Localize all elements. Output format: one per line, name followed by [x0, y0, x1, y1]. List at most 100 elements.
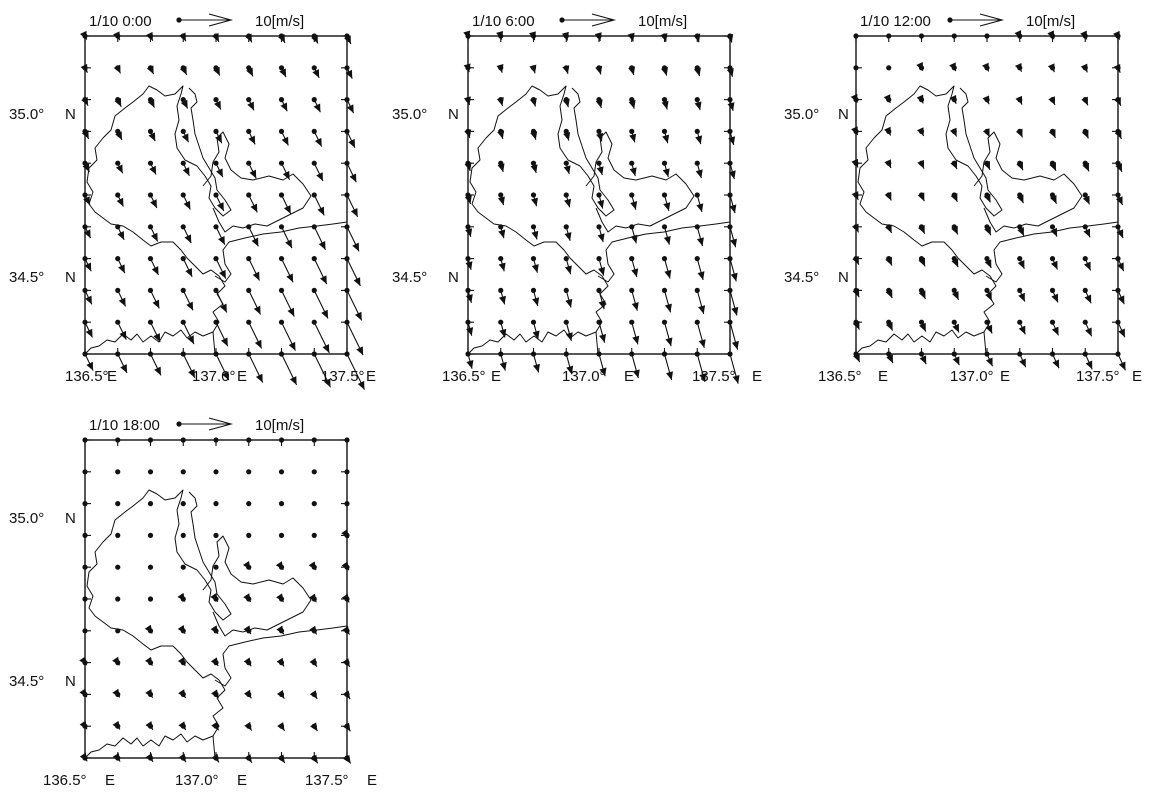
- wind-vector-head: [664, 303, 672, 313]
- vector-origin-dot: [147, 596, 154, 602]
- wind-vector-head: [985, 324, 993, 334]
- wind-vector-head: [117, 231, 125, 240]
- wind-vector-head: [883, 94, 891, 104]
- latitude-axis: 35.0° N 34.5° N: [9, 510, 76, 690]
- lat-tick-label-34-5: 34.5°: [9, 269, 44, 286]
- lat-tick-label-35: 35.0°: [392, 106, 427, 123]
- wind-vector-head: [916, 62, 923, 71]
- lat-hemi-label-34-5: N: [65, 673, 76, 690]
- vector-origin-dot: [694, 224, 700, 230]
- wind-vector-head: [696, 203, 704, 213]
- wind-vector-head: [152, 299, 160, 309]
- wind-vector-head: [1051, 293, 1058, 303]
- wind-vector-head: [212, 33, 219, 42]
- wind-vector-head: [952, 323, 959, 333]
- wind-vector-head: [153, 333, 161, 342]
- wind-vector-head: [1113, 30, 1120, 40]
- wind-vector-head: [150, 199, 157, 209]
- wind-panel-1200: 1/10 12:00 10[m/s] 35.0° N 34.5° N 136.5…: [784, 13, 1142, 385]
- lat-tick-label-35: 35.0°: [784, 106, 819, 123]
- vector-origin-dot: [727, 128, 733, 134]
- wind-vector-head: [695, 169, 703, 179]
- wind-vector-head: [83, 196, 90, 206]
- vector-origin-dot: [278, 128, 285, 134]
- lat-tick-label-34-5: 34.5°: [9, 673, 44, 690]
- wind-vector-head: [246, 67, 253, 77]
- wind-vector-head: [885, 289, 893, 299]
- wind-vector-head: [952, 356, 960, 366]
- wind-vector-head: [628, 66, 636, 76]
- wind-vector-head: [177, 625, 186, 634]
- wind-vector-head: [323, 378, 331, 388]
- wind-vector-head: [118, 297, 126, 307]
- wind-vector-head: [885, 224, 892, 234]
- wind-vector-head: [178, 753, 187, 763]
- wind-vector-head: [210, 657, 219, 666]
- wind-vector-head: [564, 198, 572, 208]
- vector-origin-dot: [82, 501, 88, 507]
- vector-origin-dot: [115, 501, 121, 507]
- wind-vector-head: [982, 128, 990, 137]
- vector-origin-dot: [147, 564, 154, 570]
- wind-vector-head: [311, 34, 318, 44]
- longitude-axis: 136.5° E 137.0° E 137.5° E: [442, 368, 762, 385]
- wind-vector-head: [531, 264, 539, 273]
- wind-vector-head: [984, 226, 991, 236]
- wind-vector-head: [146, 65, 154, 75]
- wind-vector-head: [951, 225, 958, 235]
- vector-origin-dot: [180, 469, 186, 475]
- wind-vector-head: [1016, 194, 1024, 204]
- wind-vector-head: [118, 264, 125, 274]
- coastline-segment: [973, 131, 1083, 233]
- vector-origin-dot: [213, 564, 219, 570]
- wind-vector-head: [211, 689, 219, 699]
- wind-vectors: [80, 30, 365, 390]
- wind-vector-head: [1019, 358, 1026, 368]
- wind-vector-head: [349, 173, 357, 183]
- wind-vector-head: [951, 291, 959, 300]
- wind-vector-head: [985, 291, 992, 301]
- wind-vector-head: [949, 95, 957, 104]
- wind-vector-head: [112, 720, 120, 730]
- wind-vector-head: [277, 722, 285, 731]
- wind-vector-head: [852, 256, 859, 265]
- wind-vector-head: [1082, 195, 1090, 205]
- wind-vector-head: [1017, 259, 1025, 269]
- wind-vector-head: [316, 172, 323, 181]
- vector-origin-dot: [278, 192, 285, 198]
- lon-hemi-label-137-0: E: [237, 368, 247, 385]
- vector-origin-dot: [530, 224, 537, 230]
- wind-vector-head: [247, 101, 255, 111]
- wind-vector-head: [852, 288, 860, 298]
- lon-hemi-label-137-0: E: [237, 772, 247, 789]
- wind-vector-head: [217, 202, 224, 211]
- longitude-axis: 136.5° E 137.0° E 137.5° E: [818, 368, 1142, 385]
- lat-tick-label-35: 35.0°: [9, 106, 44, 123]
- wind-vector-head: [317, 206, 325, 216]
- wind-vector-head: [249, 169, 257, 179]
- wind-vector-head: [726, 33, 734, 43]
- wind-vector-head: [289, 376, 297, 385]
- vector-origin-dot: [886, 33, 892, 39]
- wind-vector-head: [983, 160, 990, 170]
- wind-vector-head: [112, 656, 120, 666]
- scale-arrow-head: [979, 13, 1005, 27]
- wind-vector-head: [214, 100, 221, 110]
- scale-arrow: [947, 13, 1005, 27]
- wind-vector-head: [244, 721, 252, 731]
- wind-vector-head: [628, 100, 636, 109]
- wind-vector-head: [82, 163, 90, 172]
- wind-vector-head: [595, 65, 603, 75]
- wind-vector-head: [918, 257, 926, 267]
- wind-vector-head: [210, 593, 218, 602]
- wind-vector-head: [728, 170, 736, 180]
- wind-vector-head: [321, 309, 328, 319]
- vector-origin-dot: [147, 469, 154, 475]
- wind-vector-head: [243, 625, 251, 635]
- wind-vector-head: [318, 240, 326, 250]
- scale-arrow: [559, 13, 617, 27]
- wind-vector-head: [79, 752, 88, 762]
- vector-origin-dot: [853, 65, 859, 71]
- wind-vector-head: [1018, 325, 1026, 335]
- wind-vector-head: [341, 561, 349, 571]
